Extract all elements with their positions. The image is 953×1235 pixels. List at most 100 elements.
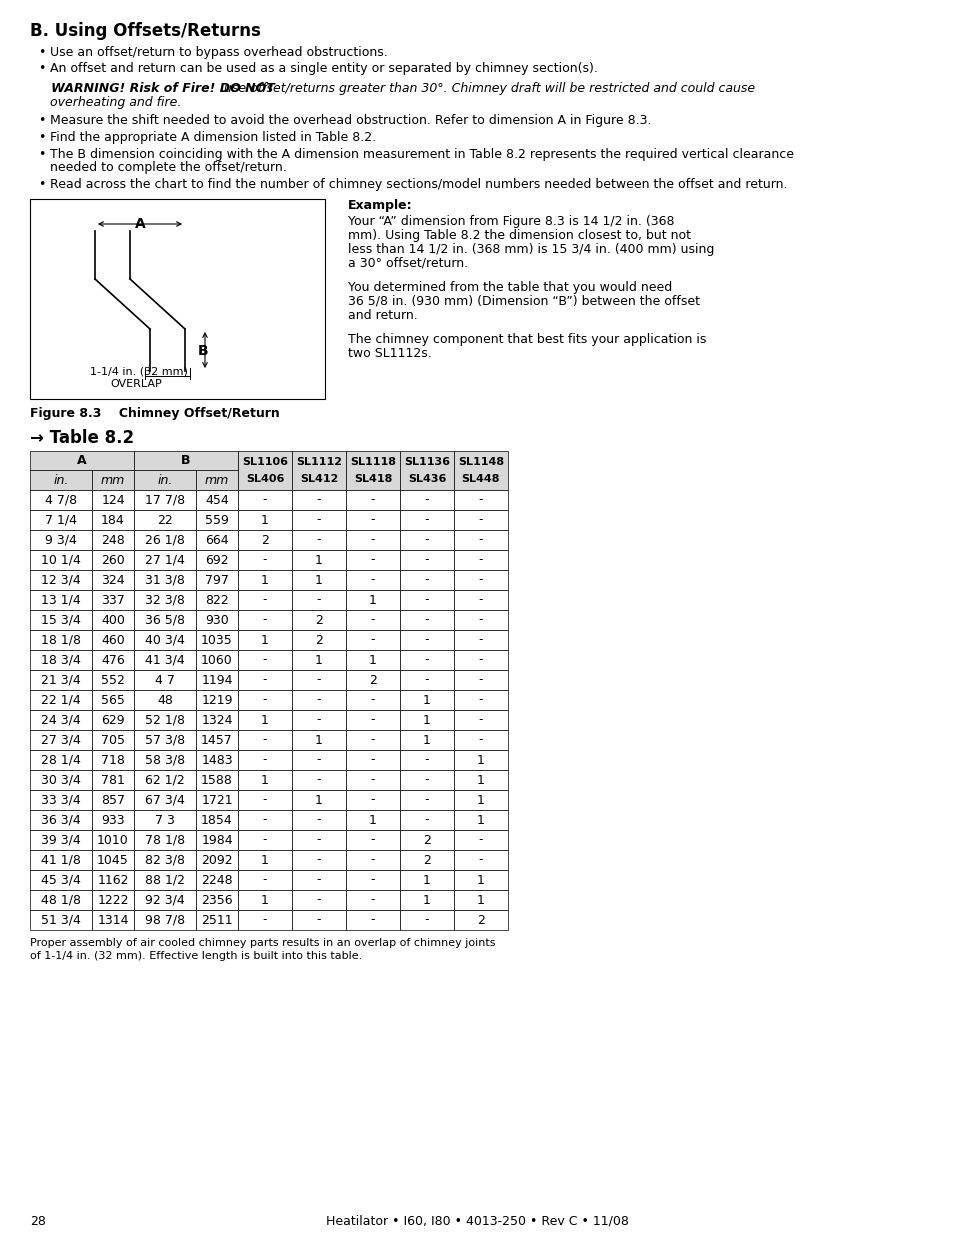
Text: -: - bbox=[316, 694, 321, 706]
Text: -: - bbox=[424, 794, 429, 806]
Bar bbox=[91, 910, 133, 930]
Bar bbox=[346, 650, 399, 671]
Text: -: - bbox=[424, 573, 429, 587]
Text: 17 7/8: 17 7/8 bbox=[145, 494, 185, 506]
Bar bbox=[292, 590, 346, 610]
Text: 36 5/8: 36 5/8 bbox=[145, 614, 185, 626]
Bar bbox=[133, 710, 195, 730]
Bar bbox=[133, 869, 195, 890]
Bar bbox=[30, 610, 91, 630]
Text: 552: 552 bbox=[101, 673, 125, 687]
Text: 857: 857 bbox=[101, 794, 125, 806]
Bar bbox=[30, 490, 91, 510]
Bar bbox=[292, 850, 346, 869]
Text: 797: 797 bbox=[205, 573, 229, 587]
Text: 460: 460 bbox=[101, 634, 125, 646]
Bar bbox=[237, 671, 292, 690]
Text: -: - bbox=[371, 734, 375, 746]
Text: -: - bbox=[262, 614, 267, 626]
Bar bbox=[237, 650, 292, 671]
Bar bbox=[399, 690, 454, 710]
Text: 1-1/4 in. (32 mm): 1-1/4 in. (32 mm) bbox=[90, 367, 188, 377]
Bar bbox=[133, 750, 195, 769]
Bar bbox=[454, 910, 507, 930]
Text: 88 1/2: 88 1/2 bbox=[145, 873, 185, 887]
Text: -: - bbox=[478, 634, 483, 646]
Bar bbox=[399, 451, 454, 490]
Text: 400: 400 bbox=[101, 614, 125, 626]
Text: B. Using Offsets/Returns: B. Using Offsets/Returns bbox=[30, 22, 260, 40]
Bar bbox=[91, 890, 133, 910]
Text: 933: 933 bbox=[101, 814, 125, 826]
Bar bbox=[30, 630, 91, 650]
Bar bbox=[30, 530, 91, 550]
Text: 1: 1 bbox=[422, 714, 431, 726]
Bar bbox=[346, 630, 399, 650]
Bar bbox=[91, 471, 133, 490]
Text: needed to complete the offset/return.: needed to complete the offset/return. bbox=[50, 161, 287, 174]
Text: -: - bbox=[262, 734, 267, 746]
Bar bbox=[195, 869, 237, 890]
Bar bbox=[292, 869, 346, 890]
Bar bbox=[399, 750, 454, 769]
Bar bbox=[30, 910, 91, 930]
Text: 51 3/4: 51 3/4 bbox=[41, 914, 81, 926]
Bar bbox=[30, 451, 133, 471]
Text: 2: 2 bbox=[369, 673, 376, 687]
Bar bbox=[237, 690, 292, 710]
Text: -: - bbox=[424, 814, 429, 826]
Text: 2511: 2511 bbox=[201, 914, 233, 926]
Text: 27 1/4: 27 1/4 bbox=[145, 553, 185, 567]
Text: mm: mm bbox=[205, 473, 229, 487]
Bar bbox=[292, 750, 346, 769]
Bar bbox=[133, 810, 195, 830]
Text: An offset and return can be used as a single entity or separated by chimney sect: An offset and return can be used as a si… bbox=[50, 62, 598, 75]
Text: 1: 1 bbox=[476, 773, 484, 787]
Text: 2: 2 bbox=[476, 914, 484, 926]
Text: -: - bbox=[371, 873, 375, 887]
Bar bbox=[237, 830, 292, 850]
Text: -: - bbox=[316, 514, 321, 526]
Text: 1: 1 bbox=[261, 634, 269, 646]
Text: of 1-1/4 in. (32 mm). Effective length is built into this table.: of 1-1/4 in. (32 mm). Effective length i… bbox=[30, 951, 362, 961]
Text: 1: 1 bbox=[314, 653, 323, 667]
Text: 57 3/8: 57 3/8 bbox=[145, 734, 185, 746]
Text: 705: 705 bbox=[101, 734, 125, 746]
Text: 1: 1 bbox=[314, 553, 323, 567]
Text: 1010: 1010 bbox=[97, 834, 129, 846]
Text: -: - bbox=[424, 553, 429, 567]
Text: -: - bbox=[478, 653, 483, 667]
Text: A: A bbox=[135, 217, 146, 231]
Text: 4 7: 4 7 bbox=[155, 673, 174, 687]
Text: SL1136: SL1136 bbox=[403, 457, 450, 467]
Text: 18 3/4: 18 3/4 bbox=[41, 653, 81, 667]
Text: 2: 2 bbox=[314, 634, 323, 646]
Bar bbox=[346, 530, 399, 550]
Bar bbox=[195, 630, 237, 650]
Text: 1194: 1194 bbox=[201, 673, 233, 687]
Bar bbox=[292, 451, 346, 490]
Bar bbox=[195, 471, 237, 490]
Bar bbox=[399, 571, 454, 590]
Text: 629: 629 bbox=[101, 714, 125, 726]
Bar bbox=[346, 730, 399, 750]
Text: -: - bbox=[371, 494, 375, 506]
Bar bbox=[91, 650, 133, 671]
Bar bbox=[292, 890, 346, 910]
Bar bbox=[91, 750, 133, 769]
Text: 36 5/8 in. (930 mm) (Dimension “B”) between the offset: 36 5/8 in. (930 mm) (Dimension “B”) betw… bbox=[348, 295, 700, 308]
Text: -: - bbox=[478, 514, 483, 526]
Bar bbox=[399, 550, 454, 571]
Text: -: - bbox=[371, 753, 375, 767]
Bar bbox=[133, 530, 195, 550]
Text: overheating and fire.: overheating and fire. bbox=[38, 96, 181, 109]
Bar bbox=[133, 471, 195, 490]
Text: 24 3/4: 24 3/4 bbox=[41, 714, 81, 726]
Bar bbox=[346, 850, 399, 869]
Text: 30 3/4: 30 3/4 bbox=[41, 773, 81, 787]
Text: A: A bbox=[77, 454, 87, 467]
Text: 1: 1 bbox=[476, 893, 484, 906]
Text: SL1148: SL1148 bbox=[457, 457, 503, 467]
Bar bbox=[454, 730, 507, 750]
Text: 781: 781 bbox=[101, 773, 125, 787]
